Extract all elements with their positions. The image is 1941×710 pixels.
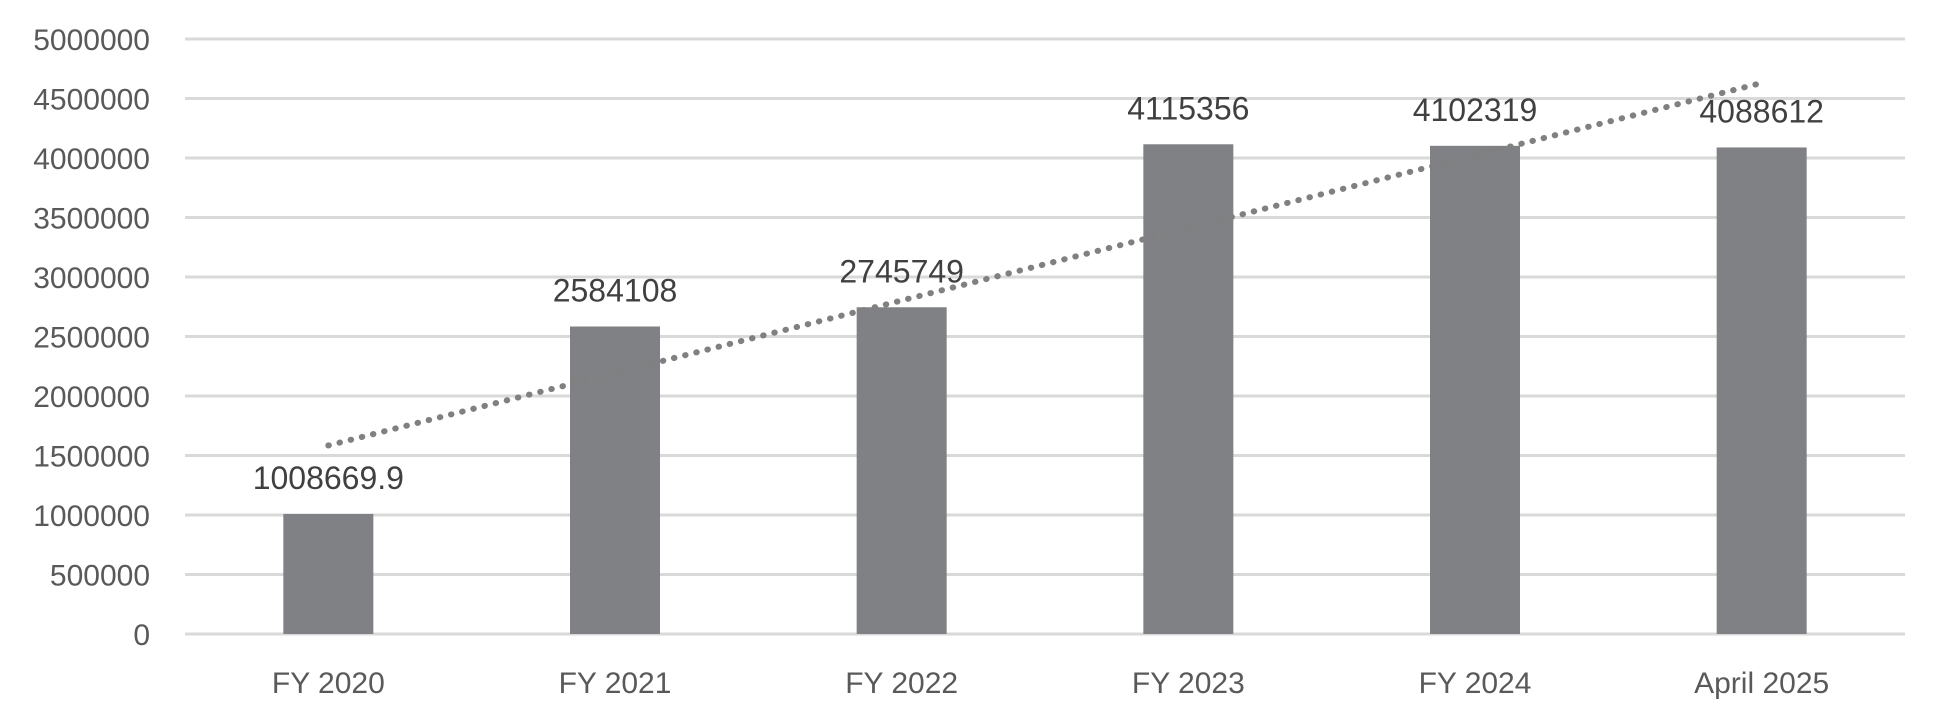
y-tick-label: 4000000 bbox=[33, 143, 150, 176]
x-tick-label: April 2025 bbox=[1694, 667, 1829, 700]
x-axis-tick-labels: FY 2020 FY 2021 FY 2022 FY 2023 FY 2024 April… bbox=[272, 667, 1829, 700]
data-labels: 1008669.9 2584108 2745749 4115356 4102319 408… bbox=[253, 90, 1824, 496]
y-tick-label: 4500000 bbox=[33, 84, 150, 117]
x-tick-label: FY 2020 bbox=[272, 667, 385, 700]
data-label: 4102319 bbox=[1413, 92, 1538, 128]
bars bbox=[283, 144, 1807, 634]
y-tick-label: 1500000 bbox=[33, 441, 150, 474]
x-tick-label: FY 2023 bbox=[1132, 667, 1245, 700]
bar bbox=[856, 307, 947, 634]
trendline bbox=[325, 79, 1765, 449]
x-tick-label: FY 2021 bbox=[559, 667, 672, 700]
bar bbox=[283, 513, 374, 634]
y-tick-label: 0 bbox=[133, 619, 150, 652]
y-tick-label: 2000000 bbox=[33, 381, 150, 414]
y-tick-label: 2500000 bbox=[33, 322, 150, 355]
data-label: 1008669.9 bbox=[253, 460, 404, 496]
bar bbox=[1430, 145, 1520, 634]
x-tick-label: FY 2022 bbox=[845, 667, 958, 700]
y-axis-tick-labels: 0 500000 1000000 1500000 2000000 2500000 30000… bbox=[33, 24, 150, 652]
y-tick-label: 500000 bbox=[50, 560, 150, 593]
trendline-layer bbox=[325, 79, 1765, 449]
data-label: 2584108 bbox=[553, 272, 678, 308]
bar bbox=[570, 326, 660, 634]
y-tick-label: 5000000 bbox=[33, 24, 150, 57]
y-tick-label: 3000000 bbox=[33, 262, 150, 295]
data-label: 2745749 bbox=[839, 253, 964, 289]
data-label: 4115356 bbox=[1127, 90, 1249, 126]
bar bbox=[1716, 147, 1807, 634]
y-tick-label: 3500000 bbox=[33, 203, 150, 236]
gridlines bbox=[185, 37, 1905, 636]
x-tick-label: FY 2024 bbox=[1419, 667, 1532, 700]
y-tick-label: 1000000 bbox=[33, 500, 150, 533]
data-label: 4088612 bbox=[1699, 93, 1824, 129]
